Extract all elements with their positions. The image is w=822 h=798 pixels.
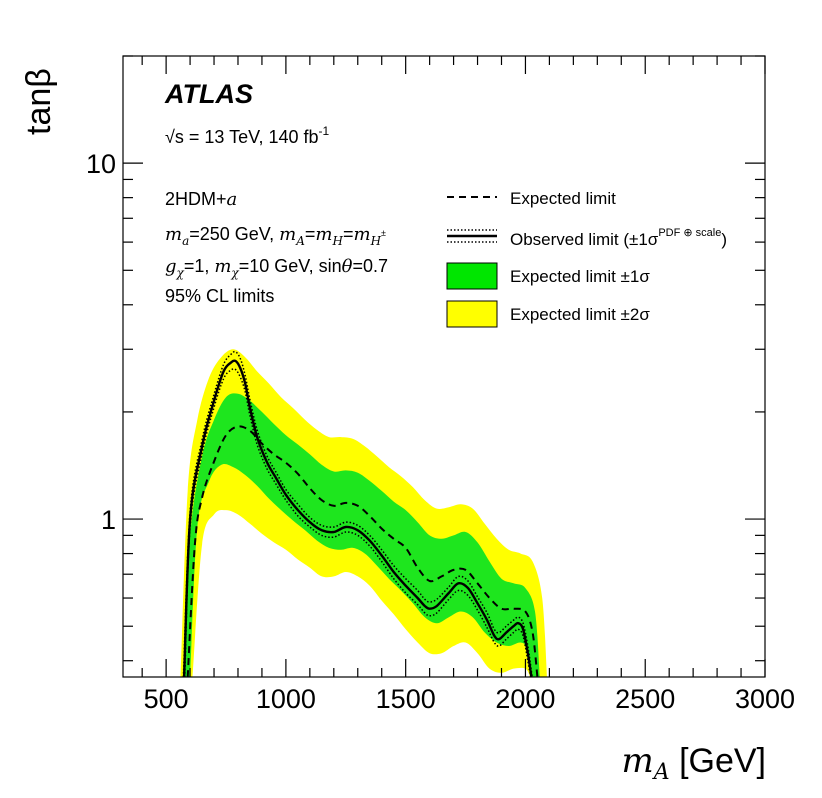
plot-frame — [122, 55, 766, 678]
x-tick-label-2000: 2000 — [495, 684, 555, 714]
x-tick-labels: 500 1000 1500 2000 2500 3000 — [144, 684, 795, 714]
mass-parameters-label: ma=250 GeV, mA=mH=mH± — [165, 224, 386, 248]
legend-observed-label: Observed limit (±1σPDF ⊕ scale) — [510, 227, 727, 249]
energy-luminosity-label: √s = 13 TeV, 140 fb-1 — [165, 124, 330, 147]
coupling-parameters-label: gχ=1, mχ=10 GeV, sinθ=0.7 — [165, 256, 388, 280]
model-label: 2HDM+a — [165, 189, 237, 210]
legend-expected-label: Expected limit — [510, 189, 616, 208]
y-tick-label-1: 1 — [101, 505, 116, 535]
band-1sigma — [182, 393, 540, 677]
x-tick-label-500: 500 — [144, 684, 189, 714]
expected-limit-line — [186, 425, 539, 677]
axis-ticks — [123, 55, 766, 677]
legend-2sigma-swatch — [446, 300, 498, 328]
experiment-label: ATLAS — [164, 79, 253, 109]
x-tick-label-1500: 1500 — [376, 684, 436, 714]
x-axis-label: mA [GeV] — [621, 741, 766, 785]
y-axis-label: tanβ — [20, 68, 58, 135]
cl-label: 95% CL limits — [165, 286, 274, 306]
legend: Expected limit Observed limit (±1σPDF ⊕ … — [446, 189, 727, 328]
x-tick-label-2500: 2500 — [615, 684, 675, 714]
observed-limit-line — [182, 359, 533, 677]
x-tick-label-1000: 1000 — [256, 684, 316, 714]
observed-limit-plus-1sigma — [182, 350, 533, 677]
legend-1sigma-label: Expected limit ±1σ — [510, 267, 650, 286]
legend-1sigma-swatch — [446, 262, 498, 290]
bands-layer — [180, 349, 547, 677]
observed-limit-minus-1sigma — [184, 368, 532, 677]
y-tick-labels: 1 10 — [86, 149, 116, 535]
x-tick-label-3000: 3000 — [735, 684, 795, 714]
legend-2sigma-label: Expected limit ±2σ — [510, 305, 650, 324]
y-tick-label-10: 10 — [86, 149, 116, 179]
